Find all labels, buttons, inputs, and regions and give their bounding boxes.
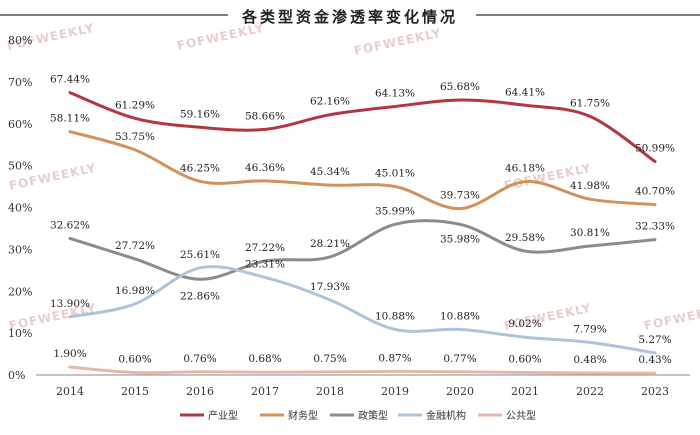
data-label-industrial: 58.66%: [245, 110, 285, 122]
data-label-institution: 10.88%: [375, 310, 415, 322]
data-label-policy: 22.86%: [180, 290, 220, 302]
x-tick-label: 2016: [186, 385, 214, 398]
data-label-institution: 16.98%: [115, 285, 155, 297]
y-tick-label: 80%: [8, 34, 32, 47]
data-label-institution: 9.02%: [508, 318, 541, 330]
data-label-institution: 10.88%: [440, 310, 480, 322]
data-label-policy: 32.33%: [635, 221, 675, 233]
data-label-public: 0.43%: [638, 354, 671, 366]
watermark-text: FOFWEEKLY: [643, 301, 700, 333]
data-label-institution: 13.90%: [50, 298, 90, 310]
data-label-policy: 30.81%: [570, 227, 610, 239]
series-line-policy: [68, 219, 657, 281]
data-label-policy: 35.98%: [440, 233, 480, 245]
x-tick-label: 2019: [381, 385, 409, 398]
legend-label-institution: 金融机构: [426, 409, 466, 422]
x-tick-label: 2017: [251, 385, 279, 398]
data-label-industrial: 64.41%: [505, 86, 545, 98]
legend-label-industrial: 产业型: [208, 409, 238, 422]
chart-title: 各类型资金渗透率变化情况: [241, 8, 458, 26]
data-label-public: 0.75%: [313, 353, 346, 365]
data-label-public: 0.68%: [248, 353, 281, 365]
data-label-public: 0.76%: [183, 353, 216, 365]
data-label-industrial: 67.44%: [50, 74, 90, 86]
x-tick-label: 2023: [641, 385, 669, 398]
x-axis: 2014 2015 2016 2017 2018 2019 2020 2021 2022 2023: [36, 374, 690, 398]
data-label-financial: 46.25%: [180, 162, 220, 174]
data-label-public: 0.48%: [573, 354, 606, 366]
data-label-institution: 17.93%: [310, 281, 350, 293]
data-label-industrial: 59.16%: [180, 108, 220, 120]
x-tick-label: 2018: [316, 385, 344, 398]
x-tick-label: 2014: [56, 385, 84, 398]
data-label-financial: 46.18%: [505, 163, 545, 175]
series-lines: [68, 91, 657, 375]
x-tick-label: 2020: [446, 385, 474, 398]
data-label-financial: 39.73%: [440, 190, 480, 202]
series-line-public: [68, 365, 657, 375]
data-label-industrial: 62.16%: [310, 96, 350, 108]
series-line-institution: [68, 265, 657, 355]
y-tick-label: 30%: [8, 243, 32, 256]
y-tick-label: 40%: [8, 202, 32, 215]
series-line-industrial: [68, 91, 657, 163]
data-label-policy: 32.62%: [50, 219, 90, 231]
data-label-financial: 45.34%: [310, 166, 350, 178]
data-label-policy: 27.72%: [115, 240, 155, 252]
data-label-industrial: 61.29%: [115, 99, 155, 111]
y-tick-label: 0%: [8, 369, 25, 382]
data-label-industrial: 50.99%: [635, 142, 675, 154]
x-tick-label: 2015: [121, 385, 149, 398]
data-label-public: 0.60%: [508, 353, 541, 365]
data-label-public: 0.77%: [443, 353, 476, 365]
data-label-institution: 7.79%: [573, 323, 606, 335]
data-label-financial: 46.36%: [245, 162, 285, 174]
data-labels: 67.44% 61.29% 59.16% 58.66% 62.16% 64.13% 65.6…: [50, 74, 675, 367]
y-tick-label: 50%: [8, 160, 32, 173]
data-label-public: 0.60%: [118, 353, 151, 365]
series-line-financial: [68, 130, 657, 211]
x-tick-label: 2021: [511, 385, 539, 398]
data-label-financial: 45.01%: [375, 168, 415, 180]
data-label-financial: 41.98%: [570, 180, 610, 192]
x-tick-label: 2022: [576, 385, 604, 398]
data-label-financial: 58.11%: [50, 113, 90, 125]
data-label-financial: 53.75%: [115, 131, 155, 143]
data-label-public: 0.87%: [378, 352, 411, 364]
y-tick-label: 70%: [8, 76, 32, 89]
data-label-policy: 27.22%: [245, 242, 285, 254]
data-label-industrial: 65.68%: [440, 81, 480, 93]
data-label-industrial: 61.75%: [570, 97, 610, 109]
y-tick-label: 60%: [8, 118, 32, 131]
data-label-industrial: 64.13%: [375, 87, 415, 99]
data-label-institution: 25.61%: [180, 249, 220, 261]
data-label-public: 1.90%: [53, 348, 86, 360]
data-label-policy: 29.58%: [505, 232, 545, 244]
data-label-policy: 28.21%: [310, 238, 350, 250]
data-label-policy: 35.99%: [375, 205, 415, 217]
data-label-institution: 5.27%: [638, 334, 671, 346]
y-axis: 0% 10% 20% 30% 40% 50% 60% 70% 80%: [8, 34, 32, 382]
legend: 产业型 财务型 政策型 金融机构 公共型: [180, 409, 536, 422]
legend-label-policy: 政策型: [358, 409, 388, 422]
data-label-institution: 23.31%: [245, 258, 285, 270]
watermark-text: FOFWEEKLY: [353, 26, 443, 58]
legend-label-financial: 财务型: [288, 409, 318, 422]
data-label-financial: 40.70%: [635, 186, 675, 198]
y-tick-label: 10%: [8, 327, 32, 340]
legend-label-public: 公共型: [506, 409, 536, 422]
y-tick-label: 20%: [8, 285, 32, 298]
